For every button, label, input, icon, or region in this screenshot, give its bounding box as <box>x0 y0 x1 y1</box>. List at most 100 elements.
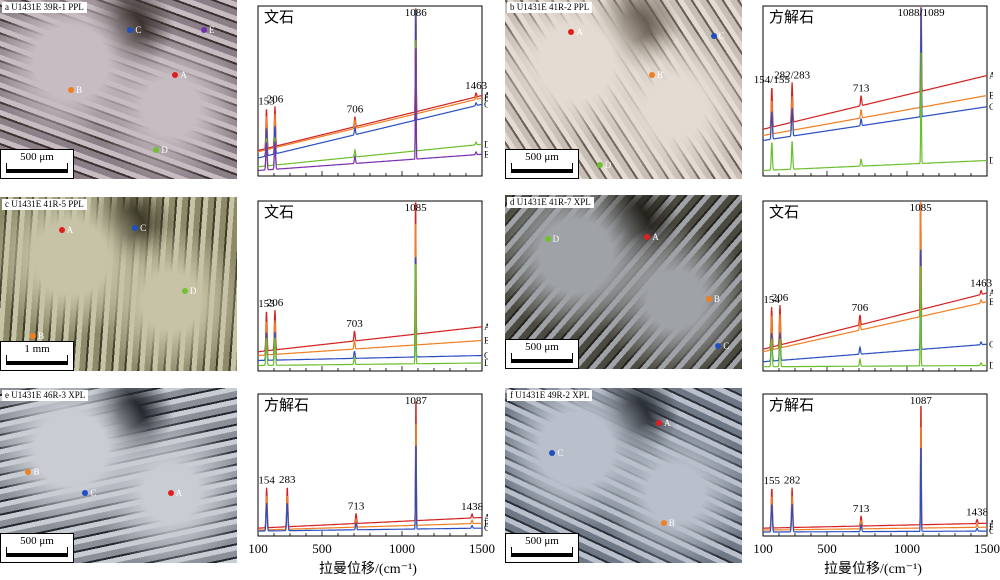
micrograph-e: e U1431E 46R-3 XPL A B C 500 μm <box>0 388 237 563</box>
series-line-d <box>762 266 987 368</box>
sample-point-label: B <box>713 294 720 305</box>
peak-label: 1463 <box>970 277 993 289</box>
sample-point-label: D <box>604 159 612 170</box>
series-label: A <box>484 322 488 332</box>
series-line-b <box>257 7 483 153</box>
series-line-c <box>258 257 482 362</box>
series-label: A <box>989 288 993 298</box>
peak-label: 282/283 <box>774 69 811 81</box>
micrograph-c: c U1431E 41R-5 PPL A B C D 1 mm <box>0 197 237 371</box>
mineral-label: 方解石 <box>769 397 814 414</box>
series-line-b <box>258 424 482 531</box>
peak-label: 703 <box>346 318 363 330</box>
x-tick-label: 1000 <box>894 541 920 556</box>
peak-label: 154 <box>763 294 780 306</box>
sample-point-c <box>549 449 556 456</box>
peak-label: 283 <box>279 474 296 486</box>
series-label: C <box>989 339 993 349</box>
peak-label: 1438 <box>461 501 484 513</box>
sample-point-label: D <box>189 285 197 296</box>
peak-label: 706 <box>347 104 364 116</box>
series-line-d <box>763 52 987 172</box>
series-label: B <box>989 91 993 101</box>
peak-label: 206 <box>772 292 789 304</box>
series-label: A <box>484 91 488 101</box>
scale-bar-label: 500 μm <box>20 535 54 547</box>
series-line-c <box>258 445 482 532</box>
sample-point-label: C <box>90 488 97 498</box>
series-label: D <box>484 139 488 149</box>
plot-frame <box>762 5 988 177</box>
series-label: B <box>989 522 993 532</box>
series-label: E <box>484 149 488 159</box>
sample-point-d <box>596 161 603 168</box>
sample-point-d <box>544 235 551 242</box>
peak-label: 282 <box>784 475 801 487</box>
series-label: B <box>484 518 488 528</box>
sample-point-b <box>648 72 655 79</box>
raman-spectrum-f: ABC 155 282 713 1087 1438 方解石 <box>762 393 993 537</box>
series-line-b <box>762 202 987 353</box>
sample-point-label: B <box>38 331 45 342</box>
sample-point-a <box>644 233 651 240</box>
micrograph-label: c U1431E 41R-5 PPL <box>2 199 87 210</box>
peak-label: 713 <box>853 83 870 95</box>
plot-frame <box>257 393 483 537</box>
sample-point-label: C <box>723 341 730 352</box>
series-label: A <box>989 518 993 528</box>
series-label: B <box>484 93 488 103</box>
series-line-c <box>763 7 987 142</box>
sample-point-a <box>172 72 179 79</box>
sample-point-d <box>181 287 188 294</box>
series-line-a <box>762 7 988 130</box>
series-label: D <box>989 361 993 371</box>
raman-spectrum-e: ABC 154 283 713 1087 1438 方解石 <box>257 393 488 537</box>
series-line-b <box>258 224 482 357</box>
series-label: C <box>484 99 488 109</box>
sample-point-label: B <box>656 70 663 81</box>
peak-label: 1463 <box>465 80 488 92</box>
peak-label: 1088/1089 <box>898 7 946 19</box>
sample-point-e <box>200 27 207 34</box>
x-tick-label: 100 <box>753 541 773 556</box>
mineral-label: 文石 <box>264 204 294 221</box>
series-line-d <box>257 40 482 168</box>
sample-point-label: B <box>76 84 83 95</box>
mineral-label: 文石 <box>264 9 294 26</box>
peak-label: 153 <box>258 298 275 310</box>
sample-point-c <box>132 225 139 232</box>
micrograph-label: b U1431E 41R-2 PPL <box>507 2 593 13</box>
sample-point-b <box>660 519 667 526</box>
series-label: B <box>484 336 488 346</box>
series-label: C <box>989 526 993 536</box>
mineral-label: 方解石 <box>769 9 814 26</box>
sample-point-label: A <box>652 231 659 242</box>
sample-point-label: C <box>140 223 147 234</box>
scale-bar: 500 μm <box>505 533 579 563</box>
sample-point-label: A <box>180 70 187 81</box>
sample-point-c <box>715 343 722 350</box>
sample-point-label: A <box>66 225 74 236</box>
sample-point-a <box>656 420 663 426</box>
peak-label: 1085 <box>910 202 933 214</box>
sample-point-b <box>705 296 712 303</box>
series-line-d <box>258 264 482 367</box>
peak-label: 713 <box>348 500 365 512</box>
x-tick-label: 500 <box>312 541 332 556</box>
micrograph-b: b U1431E 41R-2 PPL A B C D 500 μm <box>505 0 742 179</box>
peak-label: 706 <box>852 302 869 314</box>
scale-bar-label: 500 μm <box>525 151 559 163</box>
sample-point-label: E <box>208 25 215 36</box>
peak-label: 153 <box>258 95 275 107</box>
series-label: C <box>989 102 993 112</box>
plot-frame <box>762 393 988 537</box>
micrograph-label: f U1431E 49R-2 XPL <box>507 390 593 401</box>
sample-point-label: A <box>664 418 671 428</box>
sample-point-b <box>68 86 75 93</box>
sample-point-a <box>58 227 65 234</box>
series-label: D <box>484 358 488 368</box>
sample-point-label: C <box>135 25 142 36</box>
scale-bar: 500 μm <box>505 339 579 369</box>
sample-point-c <box>710 32 717 39</box>
